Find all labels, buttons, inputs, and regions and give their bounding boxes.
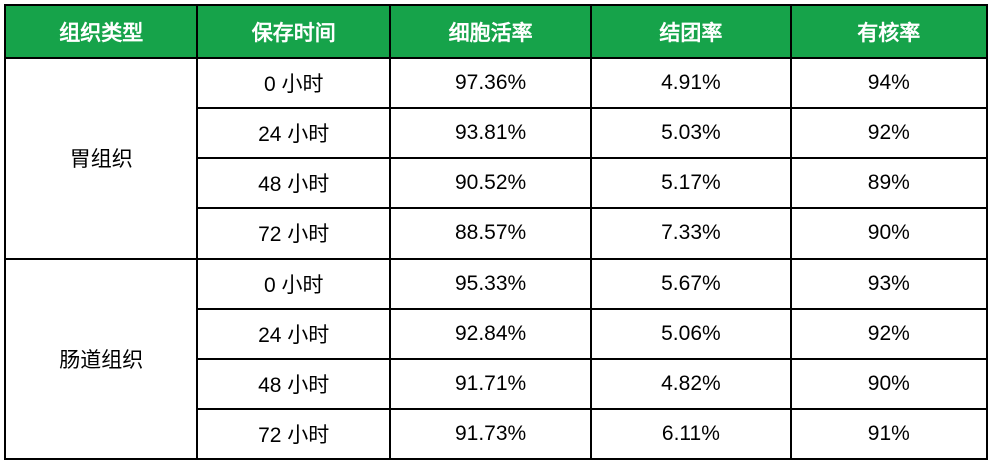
column-header-nucleated-rate: 有核率 (789, 4, 989, 59)
nucleated-rate-cell: 92% (789, 307, 989, 360)
clumping-rate-cell: 6.11% (590, 407, 792, 461)
table-row: 48 小时 91.71% 4.82% 90% (5, 357, 989, 410)
table-row: 72 小时 91.73% 6.11% 91% (5, 407, 989, 461)
column-header-storage-time: 保存时间 (196, 4, 391, 59)
nucleated-rate-cell: 94% (789, 56, 989, 110)
clumping-rate-cell: 5.03% (590, 107, 792, 160)
nucleated-rate-cell: 93% (789, 257, 989, 310)
nucleated-rate-cell: 92% (789, 107, 989, 160)
nucleated-rate-cell: 89% (789, 157, 989, 210)
clumping-rate-cell: 4.91% (590, 56, 792, 110)
nucleated-rate-cell: 90% (789, 357, 989, 410)
storage-time-cell: 72 小时 (196, 407, 391, 461)
storage-time-cell: 48 小时 (196, 357, 391, 410)
table-row: 24 小时 93.81% 5.03% 92% (5, 107, 989, 160)
clumping-rate-cell: 5.67% (590, 257, 792, 310)
table-row: 肠道组织 0 小时 95.33% 5.67% 93% (3, 257, 989, 460)
table-row: 48 小时 90.52% 5.17% 89% (5, 157, 989, 210)
table-row: 24 小时 92.84% 5.06% 92% (5, 307, 989, 360)
storage-time-cell: 0 小时 (196, 257, 391, 310)
cell-viability-cell: 88.57% (388, 207, 593, 260)
storage-time-cell: 48 小时 (196, 157, 391, 210)
table-body: 胃组织 0 小时 97.36% 4.91% 94% 24 小时 93.81% 5.03% 92%… (3, 56, 989, 461)
cell-viability-cell: 95.33% (388, 257, 593, 310)
cell-viability-cell: 92.84% (388, 307, 593, 360)
cell-viability-cell: 97.36% (388, 56, 593, 110)
table-row: 胃组织 0 小时 97.36% 4.91% 94% (3, 56, 989, 260)
cell-viability-cell: 90.52% (388, 157, 593, 210)
storage-time-cell: 72 小时 (196, 207, 391, 260)
table-row: 72 小时 88.57% 7.33% 90% (5, 207, 989, 260)
table-header: 组织类型 保存时间 细胞活率 结团率 有核率 (3, 4, 989, 59)
nucleated-rate-cell: 90% (789, 207, 989, 260)
tissue-type-cell: 肠道组织 (3, 257, 199, 460)
column-header-clumping-rate: 结团率 (590, 4, 792, 59)
nucleated-rate-cell: 91% (789, 407, 989, 461)
column-header-tissue-type: 组织类型 (3, 4, 199, 59)
storage-time-cell: 24 小时 (196, 307, 391, 360)
tissue-type-cell: 胃组织 (3, 57, 199, 260)
storage-time-cell: 24 小时 (196, 107, 391, 160)
clumping-rate-cell: 7.33% (590, 207, 792, 260)
clumping-rate-cell: 5.06% (590, 307, 792, 360)
cell-viability-cell: 91.71% (388, 357, 593, 410)
cell-viability-cell: 91.73% (388, 407, 593, 461)
cell-viability-cell: 93.81% (388, 107, 593, 160)
clumping-rate-cell: 5.17% (590, 157, 792, 210)
header-row: 组织类型 保存时间 细胞活率 结团率 有核率 (3, 4, 989, 59)
column-header-cell-viability: 细胞活率 (388, 4, 593, 59)
clumping-rate-cell: 4.82% (590, 357, 792, 410)
tissue-preservation-table: 组织类型 保存时间 细胞活率 结团率 有核率 胃组织 0 小时 97.36% 4.91… (3, 4, 989, 461)
storage-time-cell: 0 小时 (196, 56, 391, 110)
